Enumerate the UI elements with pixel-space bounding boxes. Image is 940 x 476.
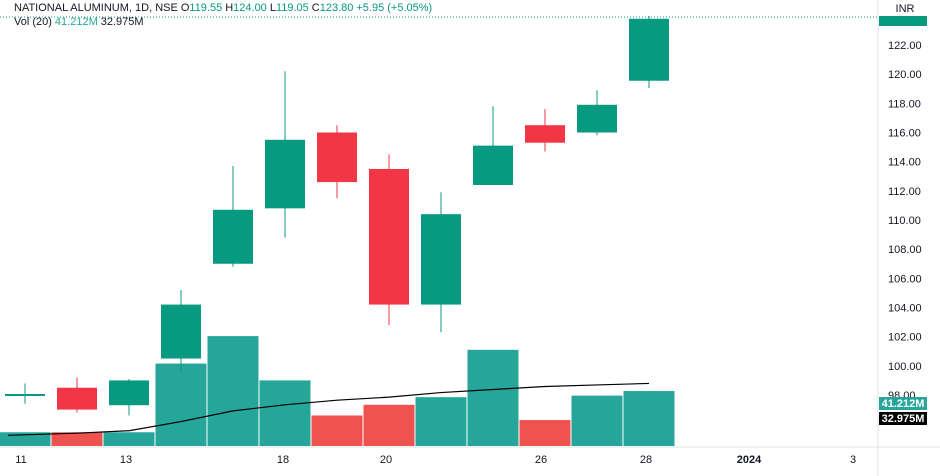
volume-legend: Vol (20) 41.212M 32.975M: [14, 16, 147, 28]
candle-body: [525, 125, 565, 143]
candle-body: [57, 387, 97, 410]
candle-body: [317, 132, 357, 183]
price-tick-label: 116.00: [888, 128, 921, 140]
volume-bar: [259, 380, 311, 446]
volume-bar: [207, 336, 259, 446]
price-tick-label: 100.00: [888, 361, 922, 373]
currency-box: [879, 0, 940, 16]
last-price-tag: [879, 16, 927, 26]
price-tick-label: 102.00: [888, 332, 922, 344]
volume-bar: [103, 432, 155, 446]
candle-body: [629, 18, 669, 81]
change-value: +5.95 (+5.05%): [356, 2, 433, 14]
volume-legend-label: Vol (20): [14, 16, 52, 28]
volume-bar: [623, 391, 675, 446]
low-value: 119.05: [275, 2, 309, 14]
time-tick-label: 28: [640, 454, 652, 466]
volume-ma-line: [7, 382, 650, 436]
candle-body: [421, 214, 461, 305]
close-label: C: [311, 2, 320, 14]
candle-body: [213, 209, 253, 264]
symbol-title: NATIONAL ALUMINUM, 1D, NSE: [14, 2, 178, 14]
open-label: O: [180, 2, 190, 14]
price-tick-label: 114.00: [888, 157, 921, 169]
volume-bar: [467, 349, 519, 446]
volume-ma-tag: [879, 412, 927, 425]
low-label: L: [269, 2, 276, 14]
price-tick-label: 120.00: [888, 69, 922, 81]
volume-bar: [571, 395, 623, 446]
volume-tag-label: 41.212M: [882, 398, 925, 410]
candle-body: [161, 304, 201, 359]
time-tick-label: 18: [277, 454, 289, 466]
ohlc-legend: NATIONAL ALUMINUM, 1D, NSE O119.55 H124.00…: [14, 2, 435, 14]
time-axis: 11 13 18 20 26 28 2024 3: [15, 454, 856, 466]
volume-bar: [519, 420, 571, 446]
currency-label: INR: [896, 3, 915, 15]
price-tick-label: 112.00: [888, 186, 921, 198]
time-tick-label: 3: [850, 454, 856, 466]
time-tick-label: 20: [380, 454, 392, 466]
volume-bar: [311, 415, 363, 446]
volume-legend-value: 41.212M: [54, 16, 98, 28]
high-value: 124.00: [233, 2, 267, 14]
volume-ma-legend-value: 32.975M: [100, 16, 144, 28]
high-label: H: [225, 2, 234, 14]
volume-tag: [879, 397, 927, 410]
candle-body: [265, 139, 305, 209]
volume-ma-layer: [7, 382, 650, 436]
open-value: 119.55: [189, 2, 223, 14]
price-tick-label: 106.00: [888, 273, 922, 285]
time-tick-label: 11: [15, 454, 26, 466]
volume-bar: [363, 404, 415, 446]
volume-bar: [155, 363, 207, 446]
price-tick-label: 118.00: [888, 98, 921, 110]
candle-body: [577, 104, 617, 133]
time-tick-label: 26: [535, 454, 547, 466]
price-tick-label: 122.00: [888, 40, 922, 52]
volume-layer: [0, 336, 675, 446]
volume-bar: [415, 397, 467, 446]
candle-body: [369, 168, 409, 305]
time-tick-label: 13: [120, 454, 132, 466]
price-tick-label: 108.00: [888, 244, 922, 256]
close-value: 123.80: [319, 2, 354, 14]
candle-body: [473, 145, 513, 185]
volume-ma-tag-label: 32.975M: [882, 413, 925, 425]
candle-body: [109, 380, 149, 406]
price-tick-label: 104.00: [888, 303, 922, 315]
price-tick-label: 110.00: [888, 215, 921, 227]
price-axis: 98.00100.00102.00104.00106.00108.00110.0…: [888, 40, 922, 402]
candle-layer: [5, 15, 669, 416]
time-tick-label: 2024: [737, 454, 762, 466]
volume-bar: [51, 432, 103, 446]
